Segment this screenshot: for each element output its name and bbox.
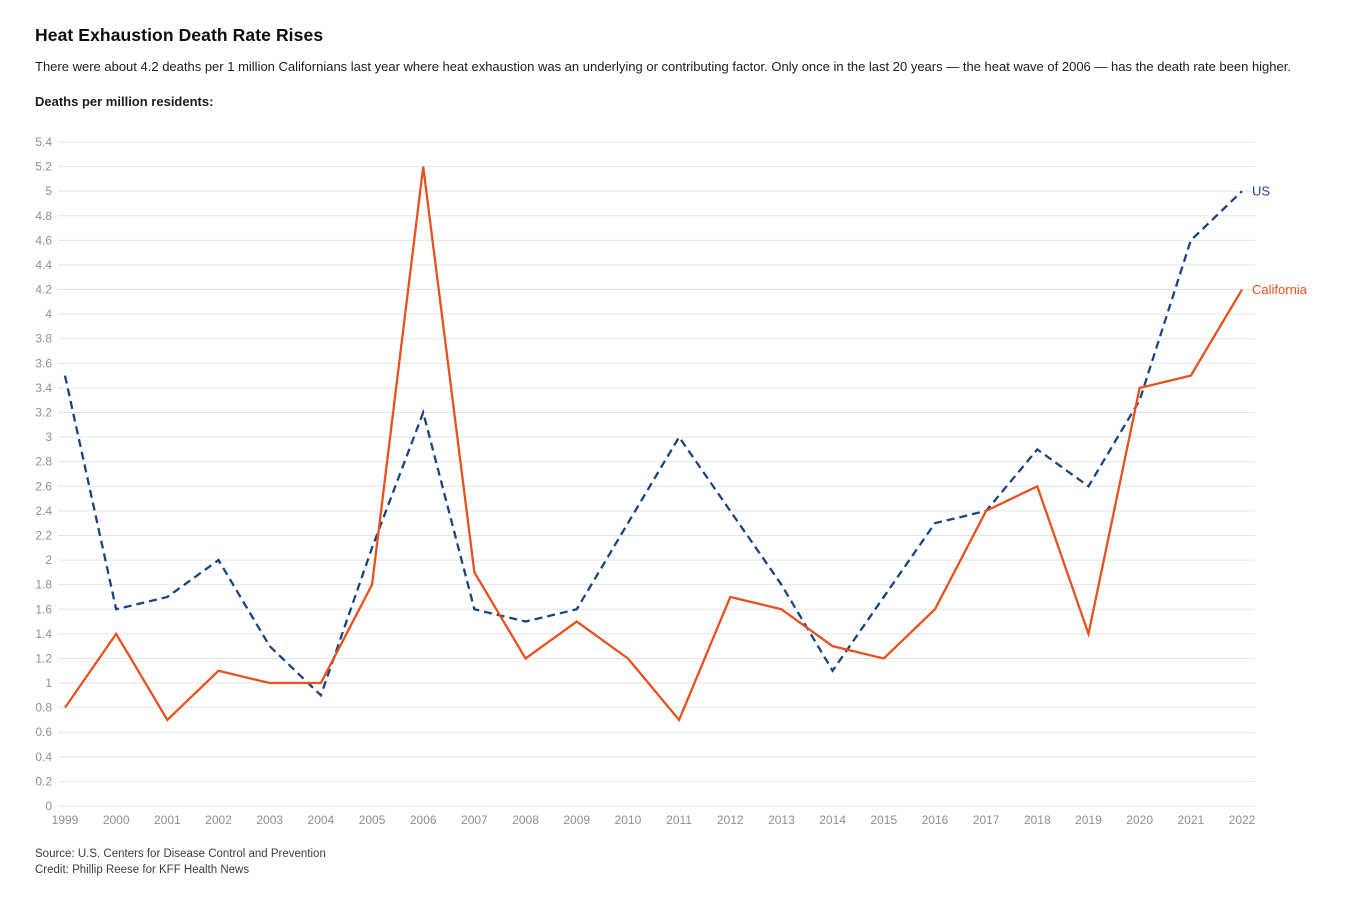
y-axis-tick-label: 5.2 <box>35 160 52 174</box>
x-axis-tick-label: 2002 <box>205 813 232 827</box>
y-axis-tick-label: 4.8 <box>35 209 52 223</box>
y-axis-tick-label: 2.4 <box>35 504 52 518</box>
x-axis-tick-label: 2011 <box>666 813 692 827</box>
x-axis-tick-label: 2021 <box>1177 813 1204 827</box>
y-axis-tick-label: 3.8 <box>35 332 52 346</box>
y-axis-tick-label: 1.6 <box>35 602 52 616</box>
x-axis-tick-label: 2015 <box>870 813 897 827</box>
x-axis-tick-label: 2001 <box>154 813 181 827</box>
y-axis-tick-label: 0 <box>45 799 52 813</box>
x-axis-tick-label: 2006 <box>410 813 437 827</box>
x-axis-tick-label: 2020 <box>1126 813 1153 827</box>
us-line <box>63 190 1243 698</box>
credit-note: Credit: Phillip Reese for KFF Health New… <box>35 863 250 876</box>
x-axis-tick-label: 2000 <box>103 813 130 827</box>
y-axis-tick-label: 2.8 <box>35 455 52 469</box>
y-axis-tick-label: 0.2 <box>35 774 52 788</box>
y-axis-tick-label: 3.2 <box>35 406 52 420</box>
us-line-label: US <box>1252 184 1270 199</box>
y-axis-tick-label: 5 <box>45 184 52 198</box>
x-axis-tick-label: 2007 <box>461 813 488 827</box>
y-axis-tick-label: 4 <box>45 307 52 321</box>
y-axis-tick-label: 1 <box>45 676 52 690</box>
california-line-label: California <box>1252 282 1308 297</box>
x-axis-tick-label: 2022 <box>1229 813 1256 827</box>
y-axis-tick-label: 0.8 <box>35 701 52 715</box>
x-axis-tick-label: 2008 <box>512 813 539 827</box>
x-axis-tick-label: 2003 <box>256 813 283 827</box>
x-axis-tick-label: 2009 <box>563 813 590 827</box>
x-axis-tick-label: 2004 <box>308 813 335 827</box>
y-axis-tick-label: 1.8 <box>35 578 52 592</box>
y-axis-tick-label: 3 <box>45 430 52 444</box>
x-axis-tick-label: 2014 <box>819 813 846 827</box>
y-axis-tick-label: 0.4 <box>35 750 52 764</box>
x-axis-tick-label: 2018 <box>1024 813 1051 827</box>
y-axis-unit-label: Deaths per million residents: <box>35 94 214 109</box>
chart-subtitle: There were about 4.2 deaths per 1 millio… <box>35 59 1291 74</box>
y-axis-tick-label: 0.6 <box>35 725 52 739</box>
y-axis-tick-label: 5.4 <box>35 135 52 149</box>
y-axis-tick-label: 3.4 <box>35 381 52 395</box>
x-axis-tick-label: 1999 <box>52 813 79 827</box>
y-axis-tick-label: 4.4 <box>35 258 52 272</box>
x-axis-tick-label: 2019 <box>1075 813 1102 827</box>
x-axis-tick-label: 2005 <box>359 813 386 827</box>
x-axis-tick-label: 2010 <box>615 813 642 827</box>
source-note: Source: U.S. Centers for Disease Control… <box>35 848 326 860</box>
x-axis-tick-label: 2016 <box>922 813 949 827</box>
california-line <box>64 166 1243 723</box>
y-axis-tick-label: 3.6 <box>35 356 52 370</box>
x-axis-tick-label: 2013 <box>768 813 795 827</box>
y-axis-tick-label: 1.2 <box>35 651 52 665</box>
y-axis-tick-label: 4.6 <box>35 233 52 247</box>
chart-footer: Source: U.S. Centers for Disease Control… <box>35 847 326 878</box>
y-axis-tick-label: 1.4 <box>35 627 52 641</box>
y-axis-tick-label: 4.2 <box>35 283 52 297</box>
x-axis-tick-label: 2017 <box>973 813 1000 827</box>
y-axis-tick-label: 2.2 <box>35 528 52 542</box>
y-axis-tick-label: 2 <box>45 553 52 567</box>
y-axis-tick-label: 2.6 <box>35 479 52 493</box>
x-axis-tick-label: 2012 <box>717 813 744 827</box>
page-title: Heat Exhaustion Death Rate Rises <box>35 25 324 45</box>
